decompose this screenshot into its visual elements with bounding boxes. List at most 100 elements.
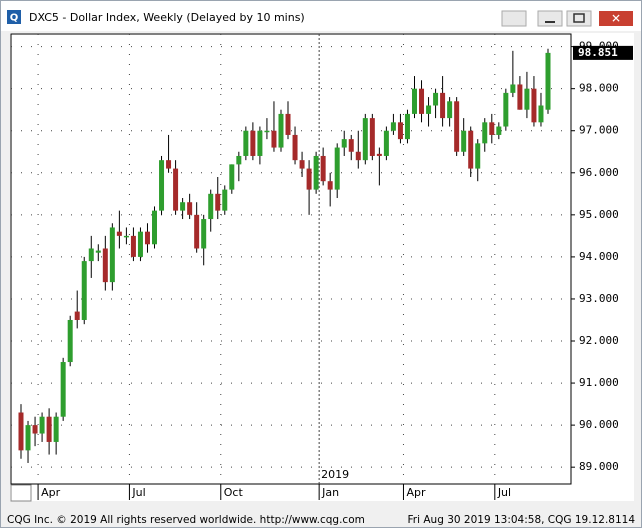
candle-body	[222, 189, 228, 211]
x-tick-label: Jan	[321, 486, 339, 499]
y-tick-label: 90.000	[579, 418, 619, 431]
candle-body	[426, 105, 432, 114]
candle-body	[538, 105, 544, 123]
candle-body	[404, 113, 410, 140]
y-tick-label: 95.000	[579, 208, 619, 221]
candle-body	[461, 130, 467, 152]
candle-body	[32, 425, 38, 434]
y-tick-label: 94.000	[579, 250, 619, 263]
y-tick-label: 89.000	[579, 460, 619, 473]
candle-body	[334, 147, 340, 190]
candle-body	[67, 319, 73, 363]
y-tick-label: 91.000	[579, 376, 619, 389]
candle-body	[152, 210, 158, 245]
x-tick-label: Oct	[224, 486, 244, 499]
y-tick-label: 96.000	[579, 166, 619, 179]
candle-body	[454, 101, 460, 152]
x-tick-label: Apr	[41, 486, 61, 499]
candle-body	[123, 235, 129, 238]
candle-body	[524, 88, 530, 110]
candle-body	[236, 155, 242, 165]
app-icon	[7, 10, 21, 24]
x-tick-label: Apr	[406, 486, 426, 499]
x-tick-label: Jul	[497, 486, 511, 499]
link-button[interactable]	[501, 10, 527, 27]
candle-body	[109, 227, 115, 283]
candle-body	[369, 118, 375, 156]
candle-body	[292, 134, 298, 161]
candle-body	[39, 416, 45, 434]
candle-body	[306, 168, 312, 190]
last-price-box	[573, 45, 633, 60]
candle-body	[475, 143, 481, 169]
candle-body	[362, 118, 368, 161]
x-tick-label: Jul	[131, 486, 145, 499]
candle-body	[229, 164, 235, 190]
candle-body	[397, 122, 403, 140]
y-tick-label: 97.000	[579, 124, 619, 137]
close-button[interactable]	[599, 11, 633, 26]
candle-body	[496, 126, 502, 135]
year-label: 2019	[321, 468, 349, 481]
candle-body	[173, 168, 179, 211]
candle-body	[81, 261, 87, 320]
candle-body	[18, 412, 24, 451]
y-tick-label: 92.000	[579, 334, 619, 347]
candle-body	[440, 92, 446, 119]
candle-body	[503, 92, 509, 127]
corner-box	[10, 484, 32, 502]
candle-body	[341, 139, 347, 148]
candle-body	[433, 92, 439, 106]
candle-body	[208, 193, 214, 220]
candle-body	[116, 231, 122, 236]
candle-body	[137, 231, 143, 257]
candle-body	[46, 416, 52, 442]
app-icon-letter: Q	[10, 13, 19, 24]
candle-body	[390, 122, 396, 131]
y-tick-label: 98.000	[579, 82, 619, 95]
candle-body	[285, 113, 291, 135]
candle-body	[144, 231, 150, 245]
last-price-label: 98.851	[578, 46, 618, 59]
candle-body	[419, 88, 425, 114]
candle-body	[320, 155, 326, 182]
footer-right: Fri Aug 30 2019 13:04:58, CQG 19.12.8114	[408, 514, 636, 526]
candle-body	[545, 52, 551, 110]
candle-body	[60, 362, 66, 417]
y-tick-label: 93.000	[579, 292, 619, 305]
candle-body	[187, 202, 193, 215]
candle-body	[166, 160, 172, 169]
candle-body	[348, 139, 354, 152]
maximize-glyph	[573, 13, 585, 23]
candle-body	[271, 130, 277, 148]
minimize-button[interactable]	[537, 10, 563, 27]
candle-body	[74, 311, 80, 320]
candle-body	[180, 202, 186, 211]
candle-body	[313, 155, 319, 190]
candle-body	[243, 130, 249, 156]
candle-body	[376, 153, 382, 156]
candle-body	[355, 151, 361, 161]
candle-body	[531, 88, 537, 123]
candle-body	[130, 235, 136, 257]
candle-body	[447, 101, 453, 119]
title-bar	[1, 1, 641, 31]
candle-body	[468, 130, 474, 169]
candle-body	[264, 130, 270, 133]
candle-body	[201, 219, 207, 249]
candle-body	[159, 160, 165, 211]
plot-area	[10, 33, 572, 485]
candle-body	[517, 84, 523, 110]
candle-body	[411, 88, 417, 114]
candle-body	[482, 122, 488, 144]
candle-body	[299, 160, 305, 169]
candle-body	[383, 130, 389, 156]
candle-body	[102, 248, 108, 283]
candle-body	[88, 248, 94, 262]
candle-body	[215, 193, 221, 211]
candle-body	[95, 250, 101, 253]
maximize-button[interactable]	[566, 10, 592, 27]
footer-left: CQG Inc. © 2019 All rights reserved worl…	[7, 514, 365, 526]
